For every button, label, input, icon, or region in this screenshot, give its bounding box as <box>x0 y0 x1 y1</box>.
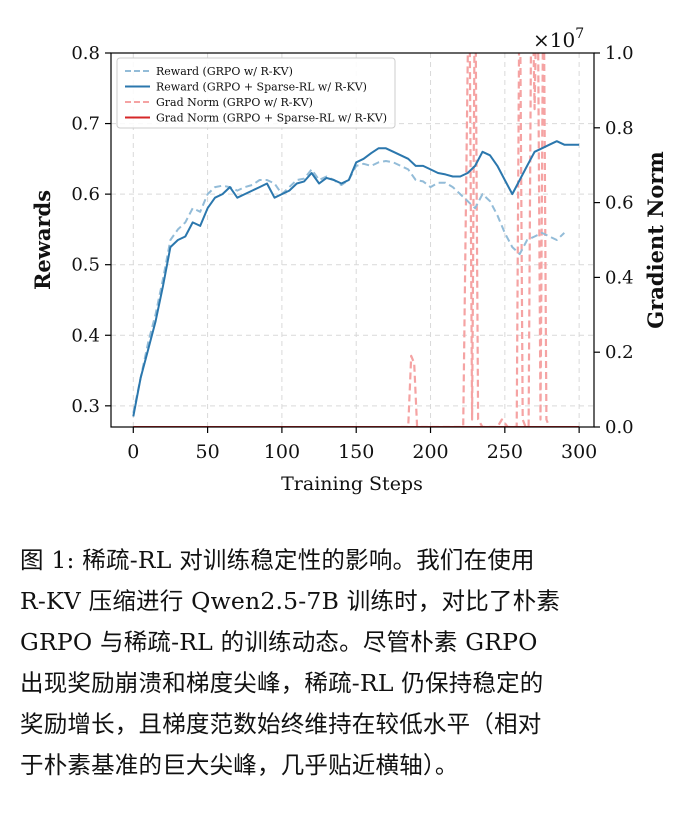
series-line-2 <box>400 53 551 427</box>
left-tick-label-0: 0.3 <box>71 396 100 417</box>
x-tick-label-1: 50 <box>196 441 220 463</box>
right-y-axis-label: Gradient Norm <box>643 151 668 328</box>
right-tick-label-5: 1.0 <box>605 43 634 64</box>
training-stability-chart: 0 50 100 150 200 250 300 0.3 0.4 0.5 0.6 0.7 0.8 0.… <box>30 26 668 495</box>
legend-label-1: Reward (GRPO + Sparse-RL w/ R-KV) <box>156 81 367 94</box>
x-tick-label-6: 300 <box>561 441 597 463</box>
legend-box <box>116 57 396 129</box>
series-line-1 <box>132 140 580 417</box>
legend-label-0: Reward (GRPO w/ R-KV) <box>156 65 293 78</box>
series-line-0 <box>132 160 565 414</box>
right-axis-multiplier: ×107 <box>533 26 584 52</box>
reward-series-group <box>132 140 580 417</box>
legend-label-2: Grad Norm (GRPO w/ R-KV) <box>156 96 313 109</box>
x-tick-label-4: 200 <box>412 441 448 463</box>
right-tick-label-3: 0.6 <box>605 193 634 214</box>
left-tick-label-4: 0.7 <box>71 114 100 135</box>
left-y-axis-label: Rewards <box>30 190 55 290</box>
x-axis-ticks: 0 50 100 150 200 250 300 <box>127 427 597 463</box>
left-y-axis-ticks: 0.3 0.4 0.5 0.6 0.7 0.8 <box>71 43 111 417</box>
right-tick-label-4: 0.8 <box>605 118 634 139</box>
right-tick-label-0: 0.0 <box>605 417 634 438</box>
left-tick-label-3: 0.6 <box>71 184 100 205</box>
x-tick-label-5: 250 <box>487 441 523 463</box>
right-tick-label-2: 0.4 <box>605 267 634 288</box>
multiplier-exponent: 7 <box>575 26 584 42</box>
right-tick-label-1: 0.2 <box>605 342 634 363</box>
left-tick-label-2: 0.5 <box>71 255 100 276</box>
legend-label-3: Grad Norm (GRPO + Sparse-RL w/ R-KV) <box>156 112 387 125</box>
x-tick-label-3: 150 <box>338 441 374 463</box>
left-tick-label-5: 0.8 <box>71 43 100 64</box>
multiplier-base: ×10 <box>533 28 575 52</box>
x-tick-label-0: 0 <box>127 441 139 463</box>
right-y-axis-ticks: 0.0 0.2 0.4 0.6 0.8 1.0 <box>594 43 634 438</box>
x-axis-label: Training Steps <box>281 473 423 495</box>
figure-caption: 图 1: 稀疏-RL 对训练稳定性的影响。我们在使用 R-KV 压缩进行 Qwe… <box>20 546 561 779</box>
legend: Reward (GRPO w/ R-KV) Reward (GRPO + Spar… <box>116 57 396 129</box>
x-tick-label-2: 100 <box>264 441 300 463</box>
plot-frame <box>110 52 595 428</box>
left-tick-label-1: 0.4 <box>71 325 100 346</box>
